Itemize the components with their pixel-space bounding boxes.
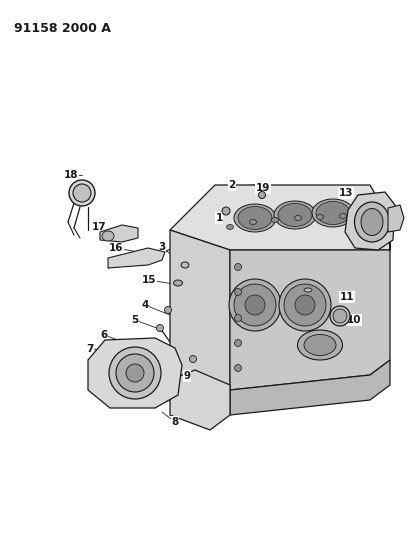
Ellipse shape: [126, 364, 144, 382]
Ellipse shape: [235, 263, 242, 271]
Text: 2: 2: [228, 180, 236, 190]
Ellipse shape: [235, 340, 242, 346]
Ellipse shape: [297, 330, 342, 360]
Ellipse shape: [284, 284, 326, 326]
Polygon shape: [170, 370, 230, 430]
Ellipse shape: [271, 217, 279, 222]
Polygon shape: [230, 360, 390, 415]
Polygon shape: [170, 375, 230, 415]
Ellipse shape: [361, 208, 383, 236]
Polygon shape: [108, 248, 165, 268]
Ellipse shape: [116, 354, 154, 392]
Ellipse shape: [259, 191, 266, 198]
Text: 5: 5: [131, 315, 139, 325]
Ellipse shape: [234, 284, 276, 326]
Text: 11: 11: [340, 292, 354, 302]
Ellipse shape: [361, 214, 368, 219]
Ellipse shape: [234, 204, 276, 232]
Ellipse shape: [339, 214, 346, 219]
Ellipse shape: [102, 231, 114, 241]
Ellipse shape: [250, 220, 257, 224]
Ellipse shape: [312, 199, 354, 227]
Polygon shape: [230, 220, 390, 390]
Text: 16: 16: [109, 243, 123, 253]
Polygon shape: [170, 185, 390, 250]
Ellipse shape: [295, 215, 302, 221]
Ellipse shape: [109, 347, 161, 399]
Ellipse shape: [157, 325, 164, 332]
Text: 3: 3: [158, 242, 166, 252]
Text: 7: 7: [86, 344, 94, 354]
Ellipse shape: [164, 306, 171, 313]
Ellipse shape: [355, 202, 390, 242]
Ellipse shape: [330, 306, 350, 326]
Text: 8: 8: [171, 417, 179, 427]
Ellipse shape: [316, 201, 350, 224]
Text: 12: 12: [370, 217, 384, 227]
Ellipse shape: [274, 201, 316, 229]
Text: 18: 18: [64, 170, 78, 180]
Text: 14: 14: [320, 205, 334, 215]
Text: 1: 1: [215, 213, 223, 223]
Polygon shape: [345, 192, 395, 250]
Ellipse shape: [279, 279, 331, 331]
Ellipse shape: [222, 207, 230, 215]
Ellipse shape: [189, 356, 197, 362]
Ellipse shape: [235, 314, 242, 321]
Ellipse shape: [278, 204, 312, 227]
Text: 13: 13: [339, 188, 353, 198]
Text: 9: 9: [184, 371, 191, 381]
Polygon shape: [170, 230, 230, 390]
Polygon shape: [388, 205, 404, 232]
Text: 4: 4: [141, 300, 149, 310]
Ellipse shape: [238, 206, 272, 230]
Text: 17: 17: [92, 222, 106, 232]
Ellipse shape: [173, 280, 182, 286]
Ellipse shape: [229, 279, 281, 331]
Ellipse shape: [73, 184, 91, 202]
Ellipse shape: [69, 180, 95, 206]
Ellipse shape: [181, 262, 189, 268]
Text: 10: 10: [347, 315, 361, 325]
Ellipse shape: [317, 214, 324, 220]
Text: 19: 19: [256, 183, 270, 193]
Ellipse shape: [295, 295, 315, 315]
Text: 91158 2000 A: 91158 2000 A: [14, 22, 111, 35]
Ellipse shape: [304, 335, 336, 356]
Text: 15: 15: [142, 275, 156, 285]
Polygon shape: [88, 338, 182, 408]
Ellipse shape: [235, 365, 242, 372]
Polygon shape: [100, 225, 138, 242]
Ellipse shape: [333, 309, 347, 323]
Ellipse shape: [304, 288, 312, 292]
Ellipse shape: [245, 295, 265, 315]
Ellipse shape: [235, 288, 242, 295]
Text: 6: 6: [100, 330, 108, 340]
Ellipse shape: [226, 224, 233, 230]
